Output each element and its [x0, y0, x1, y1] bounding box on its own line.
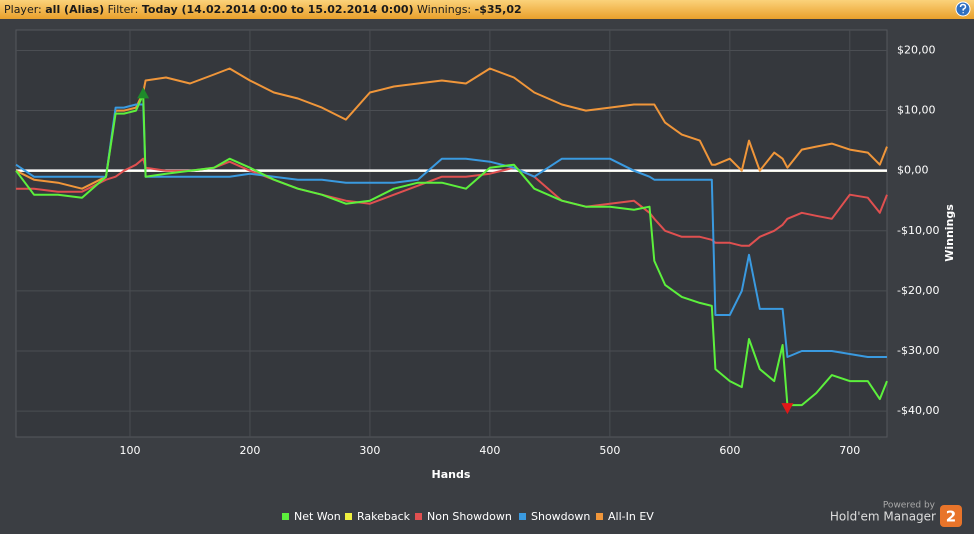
min-marker	[781, 403, 794, 415]
y-tick-label: -$20,00	[897, 284, 939, 297]
y-tick-label: -$40,00	[897, 404, 939, 417]
x-tick-label: 300	[359, 444, 380, 457]
logo-powered: Powered by	[883, 501, 936, 511]
filter: Today (14.02.2014 0:00 to 15.02.2014 0:0…	[142, 3, 414, 16]
winnings-label: Winnings:	[417, 3, 471, 16]
y-tick-label: -$30,00	[897, 344, 939, 357]
winnings: -$35,02	[475, 3, 522, 16]
legend-label: All-In EV	[608, 510, 654, 523]
plot-area	[15, 29, 888, 438]
legend-swatch	[596, 513, 603, 520]
x-tick-label: 700	[839, 444, 860, 457]
legend-swatch	[519, 513, 526, 520]
series-line	[15, 93, 888, 407]
x-tick-label: 600	[719, 444, 740, 457]
header-bar	[0, 0, 974, 19]
y-axis-label: Winnings	[943, 204, 956, 262]
player: all (Alias)	[45, 3, 104, 16]
max-marker	[137, 87, 150, 99]
legend-label: Net Won	[294, 510, 341, 523]
x-tick-label: 500	[599, 444, 620, 457]
legend-swatch	[415, 513, 422, 520]
x-tick-label: 100	[119, 444, 140, 457]
legend-label: Rakeback	[357, 510, 411, 523]
y-tick-label: $10,00	[897, 104, 936, 117]
x-axis-label: Hands	[432, 468, 471, 481]
x-tick-label: 400	[479, 444, 500, 457]
legend-swatch	[345, 513, 352, 520]
y-tick-label: -$10,00	[897, 224, 939, 237]
x-tick-label: 200	[239, 444, 260, 457]
header-text: Player: all (Alias) Filter: Today (14.02…	[4, 3, 522, 16]
legend-swatch	[282, 513, 289, 520]
legend-label: Showdown	[531, 510, 590, 523]
y-tick-label: $20,00	[897, 43, 936, 56]
help-glyph	[959, 3, 967, 14]
player-label: Player:	[4, 3, 42, 16]
filter-label: Filter:	[108, 3, 139, 16]
y-tick-label: $0,00	[897, 164, 929, 177]
series-line	[15, 67, 888, 190]
logo-name: Hold'em Manager	[830, 510, 936, 524]
legend-label: Non Showdown	[427, 510, 512, 523]
logo-badge	[940, 505, 962, 527]
logo-version: 2	[946, 508, 956, 526]
